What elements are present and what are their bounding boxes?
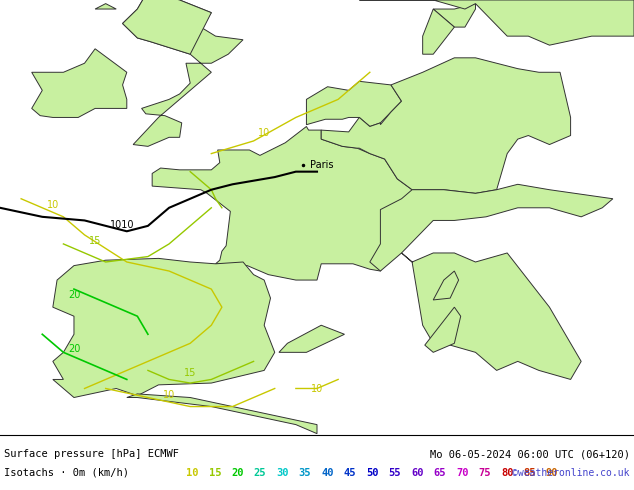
Text: 75: 75 bbox=[479, 467, 491, 478]
Text: 15: 15 bbox=[209, 467, 221, 478]
Polygon shape bbox=[122, 0, 211, 54]
Polygon shape bbox=[370, 184, 613, 271]
Text: 15: 15 bbox=[89, 236, 101, 246]
Text: Surface pressure [hPa] ECMWF: Surface pressure [hPa] ECMWF bbox=[4, 449, 179, 460]
Text: ©weatheronline.co.uk: ©weatheronline.co.uk bbox=[512, 467, 630, 478]
Text: 10: 10 bbox=[186, 467, 198, 478]
Text: 20: 20 bbox=[68, 290, 80, 300]
Text: 85: 85 bbox=[524, 467, 536, 478]
Polygon shape bbox=[321, 58, 571, 194]
Polygon shape bbox=[433, 3, 476, 27]
Text: 1010: 1010 bbox=[110, 220, 134, 230]
Polygon shape bbox=[127, 394, 317, 434]
Text: 40: 40 bbox=[321, 467, 333, 478]
Polygon shape bbox=[423, 9, 455, 54]
Text: 10: 10 bbox=[47, 200, 59, 210]
Text: 10: 10 bbox=[258, 127, 270, 138]
Text: 30: 30 bbox=[276, 467, 288, 478]
Polygon shape bbox=[279, 325, 344, 352]
Text: 55: 55 bbox=[389, 467, 401, 478]
Polygon shape bbox=[152, 126, 414, 280]
Text: Mo 06-05-2024 06:00 UTC (06+120): Mo 06-05-2024 06:00 UTC (06+120) bbox=[430, 449, 630, 460]
Polygon shape bbox=[32, 49, 127, 118]
Text: 20: 20 bbox=[231, 467, 243, 478]
Text: 35: 35 bbox=[299, 467, 311, 478]
Polygon shape bbox=[95, 3, 116, 9]
Text: 25: 25 bbox=[254, 467, 266, 478]
Polygon shape bbox=[306, 81, 401, 126]
Text: 15: 15 bbox=[184, 368, 197, 378]
Text: 50: 50 bbox=[366, 467, 378, 478]
Text: 70: 70 bbox=[456, 467, 469, 478]
Text: Paris: Paris bbox=[309, 160, 333, 171]
Polygon shape bbox=[401, 253, 581, 379]
Text: 45: 45 bbox=[344, 467, 356, 478]
Text: 60: 60 bbox=[411, 467, 424, 478]
Text: 20: 20 bbox=[68, 344, 80, 354]
Text: 80: 80 bbox=[501, 467, 514, 478]
Text: 90: 90 bbox=[546, 467, 559, 478]
Polygon shape bbox=[359, 0, 634, 45]
Text: 10: 10 bbox=[311, 384, 323, 394]
Polygon shape bbox=[122, 0, 243, 147]
Text: Isotachs · 0m (km/h): Isotachs · 0m (km/h) bbox=[4, 467, 129, 478]
Text: 65: 65 bbox=[434, 467, 446, 478]
Polygon shape bbox=[433, 271, 458, 300]
Polygon shape bbox=[53, 258, 275, 397]
Text: 10: 10 bbox=[163, 390, 175, 399]
Polygon shape bbox=[425, 307, 461, 352]
